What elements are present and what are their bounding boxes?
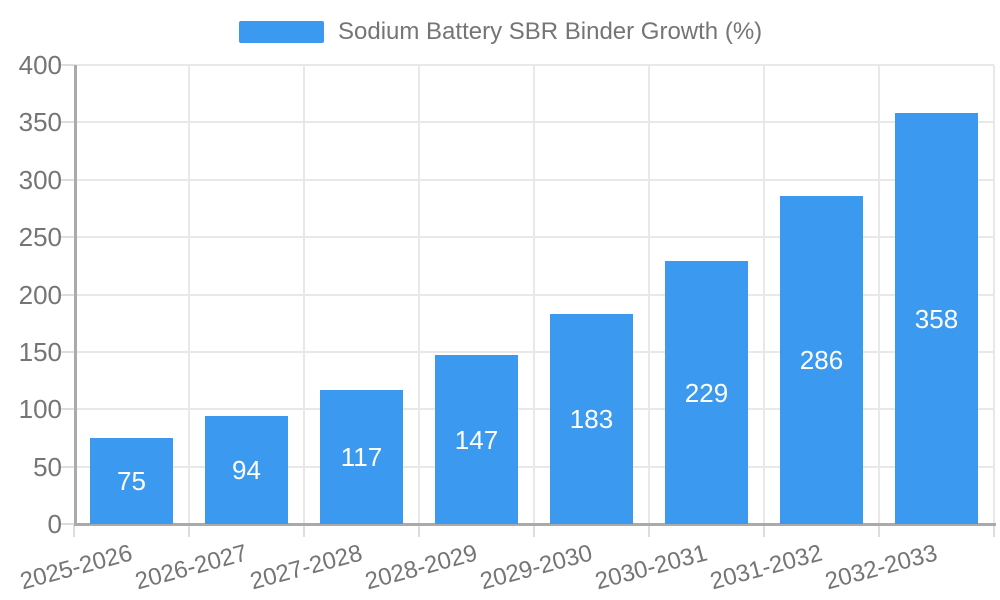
y-axis-tick: [61, 236, 74, 239]
y-axis-label: 300: [18, 164, 62, 195]
v-gridline: [418, 65, 420, 524]
y-axis-tick: [61, 121, 74, 124]
y-axis-label: 100: [18, 394, 62, 425]
v-gridline: [188, 65, 190, 524]
y-axis-label: 250: [18, 222, 62, 253]
v-gridline: [303, 65, 305, 524]
y-axis-label: 200: [18, 279, 62, 310]
y-axis-tick: [61, 350, 74, 353]
bar[interactable]: [895, 113, 978, 524]
y-axis-tick: [61, 465, 74, 468]
y-axis-line: [74, 65, 77, 524]
x-axis-tick: [993, 524, 995, 537]
bar[interactable]: [435, 355, 518, 524]
bar-value-label: 117: [340, 441, 383, 472]
bar-value-label: 183: [569, 404, 614, 434]
bar-value-label: 147: [454, 424, 499, 455]
bar[interactable]: [550, 314, 633, 524]
y-axis-tick: [61, 408, 74, 411]
bar-value-label: 75: [117, 465, 146, 496]
x-axis-line: [74, 523, 996, 526]
bar-value-label: 286: [799, 344, 844, 375]
bar[interactable]: [665, 261, 748, 524]
x-axis-label: 2031-2032: [707, 539, 825, 596]
x-axis-tick: [878, 524, 880, 537]
y-axis-tick: [61, 293, 74, 296]
v-gridline: [993, 65, 995, 524]
bar-value-label: 358: [914, 303, 959, 334]
y-axis-tick: [61, 523, 74, 525]
legend-swatch: [239, 21, 324, 43]
x-axis-label: 2026-2027: [132, 539, 250, 596]
v-gridline: [878, 65, 880, 524]
y-axis-tick: [61, 64, 74, 66]
v-gridline: [763, 65, 765, 524]
x-axis-tick: [303, 524, 305, 537]
v-gridline: [533, 65, 535, 524]
v-gridline: [648, 65, 650, 524]
y-axis-label: 50: [33, 451, 62, 482]
bar[interactable]: [90, 437, 173, 524]
x-axis-label: 2028-2029: [362, 539, 480, 596]
legend[interactable]: Sodium Battery SBR Binder Growth (%): [239, 19, 762, 45]
bar[interactable]: [780, 195, 863, 524]
legend-label: Sodium Battery SBR Binder Growth (%): [338, 18, 763, 45]
x-axis-label: 2032-2033: [822, 539, 940, 596]
x-axis-tick: [648, 524, 650, 537]
bar-value-label: 94: [232, 455, 261, 486]
y-axis-tick: [61, 178, 74, 181]
x-axis-tick: [533, 524, 535, 537]
x-axis-tick: [418, 524, 420, 537]
x-axis-tick: [763, 524, 765, 537]
x-axis-label: 2030-2031: [592, 539, 710, 596]
x-axis-label: 2027-2028: [247, 539, 365, 596]
bar[interactable]: [205, 416, 288, 524]
x-axis-tick: [188, 524, 190, 537]
y-axis-label: 350: [18, 107, 62, 138]
bar[interactable]: [320, 389, 403, 524]
x-axis-label: 2029-2030: [477, 539, 595, 596]
x-axis-label: 2025-2026: [17, 539, 135, 596]
x-axis-tick: [73, 524, 75, 537]
y-axis-label: 0: [47, 509, 62, 539]
y-axis-label: 150: [18, 336, 62, 367]
bar-value-label: 229: [684, 377, 729, 408]
y-axis-label: 400: [18, 50, 62, 80]
